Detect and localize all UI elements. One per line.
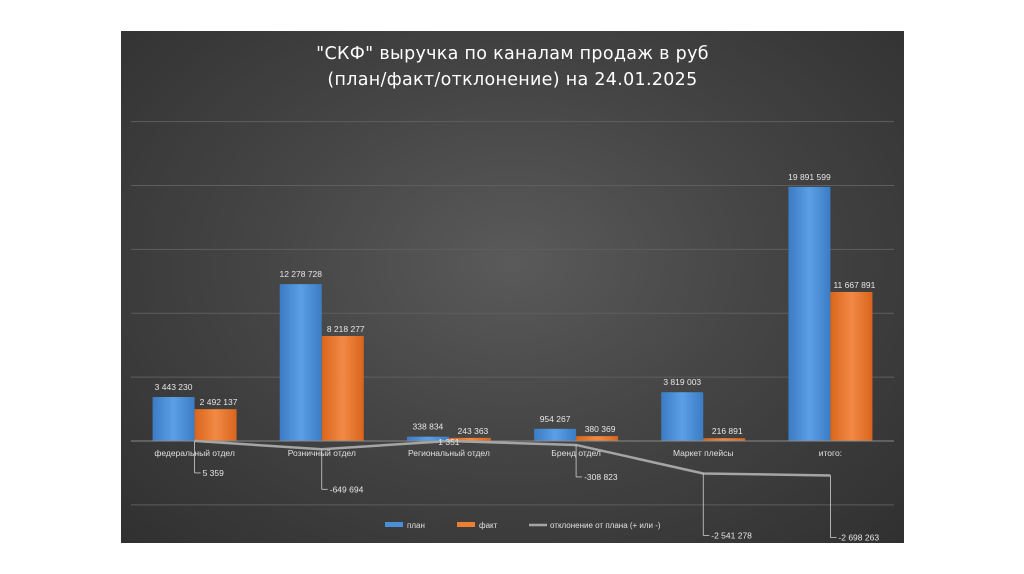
bar-fact: [194, 409, 237, 441]
bar-fact: [576, 436, 619, 441]
data-label-deviation: -649 694: [330, 484, 364, 494]
bar-fact: [703, 438, 746, 441]
category-label: итого:: [819, 448, 842, 458]
chart-area: "СКФ" выручка по каналам продаж в руб (п…: [121, 31, 904, 543]
legend-plan-swatch: [385, 522, 403, 527]
data-label-plan: 3 443 230: [155, 382, 193, 392]
data-label-fact: 216 891: [712, 426, 743, 436]
legend-fact-swatch: [457, 522, 475, 527]
category-label: Региональный отдел: [408, 448, 490, 458]
chart-svg: 3 443 230 2 492 137 12 278 728 8 218 277 338…: [131, 121, 894, 542]
data-label-deviation: -2 541 278: [711, 530, 752, 540]
data-label-plan: 12 278 728: [279, 269, 322, 279]
data-label-deviation: -2 698 263: [838, 532, 879, 542]
chart-title-line-1: "СКФ" выручка по каналам продаж в руб: [316, 44, 709, 64]
bar-plan: [152, 397, 195, 441]
bar-fact: [448, 437, 491, 441]
data-label-deviation: 5 359: [203, 468, 225, 478]
bar-plan: [279, 284, 322, 441]
data-label-plan: 954 267: [540, 414, 571, 424]
category-label: Маркет плейсы: [673, 448, 734, 458]
data-label-fact: 243 363: [458, 426, 489, 436]
chart-title-line-2: (план/факт/отклонение) на 24.01.2025: [327, 70, 698, 90]
data-label-plan: 19 891 599: [788, 172, 831, 182]
data-label-deviation: -308 823: [584, 472, 618, 482]
chart-title: "СКФ" выручка по каналам продаж в руб (п…: [121, 41, 904, 93]
data-label-fact: 380 369: [585, 424, 616, 434]
data-label-deviation: 1 351: [438, 437, 460, 447]
bar-fact: [830, 291, 873, 441]
data-label-fact: 11 667 891: [833, 280, 875, 290]
data-label-fact: 8 218 277: [327, 324, 365, 334]
legend-fact-label: факт: [479, 521, 498, 530]
bar-plan: [788, 186, 831, 441]
data-label-plan: 3 819 003: [663, 377, 701, 387]
data-label-plan: 338 834: [413, 422, 444, 432]
bar-fact: [321, 336, 364, 441]
bar-plan: [661, 392, 704, 441]
line-deviation: [194, 439, 831, 477]
legend-plan-label: план: [407, 521, 425, 530]
bar-plan: [406, 436, 449, 441]
legend-deviation-label: отклонение от плана (+ или -): [550, 521, 661, 530]
bar-plan: [534, 428, 577, 441]
data-label-fact: 2 492 137: [200, 397, 238, 407]
